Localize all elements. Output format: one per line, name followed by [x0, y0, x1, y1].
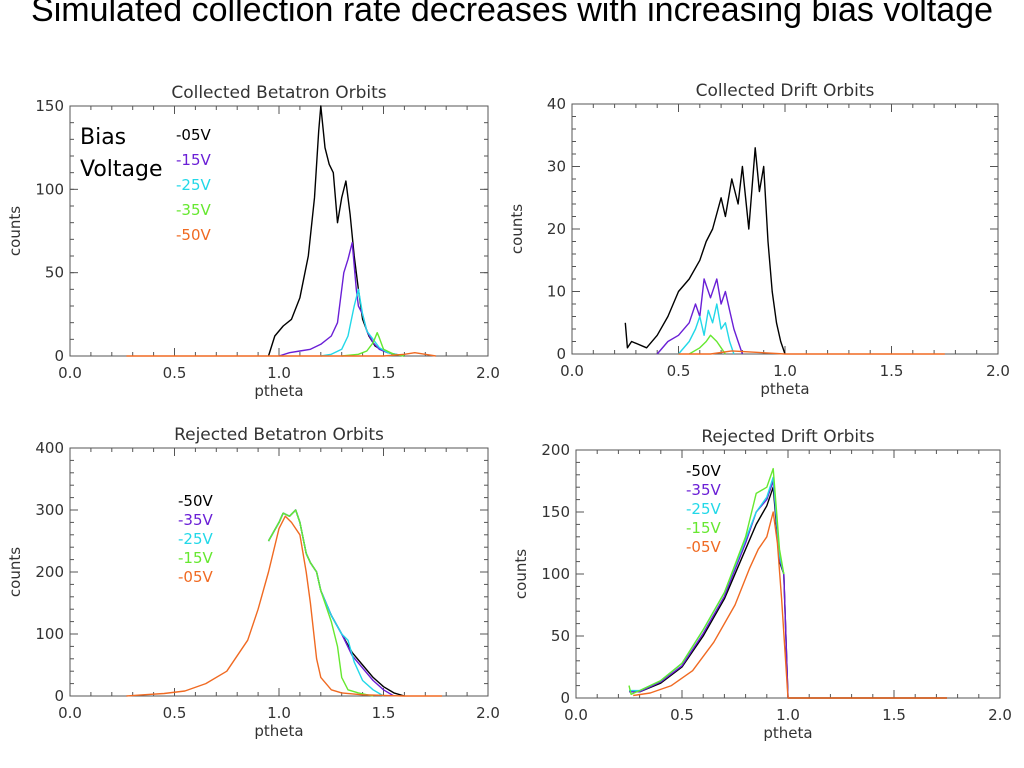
- chart-title: Rejected Drift Orbits: [701, 427, 874, 447]
- plot-frame: [571, 103, 999, 355]
- legend-entry: -50V: [176, 226, 211, 244]
- y-tick-label: 0: [54, 687, 64, 705]
- series-line-neg15V: [267, 509, 374, 697]
- x-tick-label: 2.0: [988, 706, 1012, 724]
- series-line-neg50V: [629, 486, 947, 699]
- x-tick-label: 1.0: [267, 364, 291, 382]
- y-tick-label: 0: [560, 689, 570, 707]
- plot-frame: [575, 449, 1001, 699]
- y-tick-label: 50: [551, 627, 570, 645]
- x-tick-label: 0.0: [564, 706, 588, 724]
- x-axis-label: ptheta: [760, 380, 809, 398]
- y-tick-label: 20: [547, 220, 566, 238]
- y-axis-label: counts: [508, 204, 526, 254]
- legend-entry: -25V: [176, 176, 211, 194]
- series-line-neg05V: [267, 105, 405, 357]
- legend-entry: -25V: [686, 500, 721, 518]
- chart-collected-betatron: Collected Betatron Orbits 0.0 0.5 1.0 1.5 2.0…: [6, 83, 500, 400]
- x-tick-label: 0.5: [670, 706, 694, 724]
- y-tick-label: 100: [35, 625, 64, 643]
- x-tick-label: 0.5: [667, 362, 691, 380]
- series-line-neg05V: [624, 147, 786, 355]
- y-tick-label: 400: [35, 439, 64, 457]
- plot-frame: [69, 447, 489, 697]
- legend-entry: -50V: [686, 462, 721, 480]
- chart-rejected-drift: Rejected Drift Orbits 0.0 0.5 1.0 1.5 2.0 0 50 1…: [512, 427, 1012, 742]
- x-axis-label: ptheta: [763, 724, 812, 742]
- legend-entry: -35V: [176, 201, 211, 219]
- y-tick-label: 300: [35, 501, 64, 519]
- x-axis-label: ptheta: [254, 722, 303, 740]
- legend-title: Voltage: [80, 157, 163, 182]
- series-line-neg35V: [688, 334, 726, 355]
- legend-entry: -15V: [176, 151, 211, 169]
- series-line-neg35V: [267, 509, 395, 697]
- series-line-neg15V: [278, 241, 405, 357]
- chart-title: Rejected Betatron Orbits: [174, 425, 384, 445]
- y-tick-label: 100: [35, 180, 64, 198]
- legend-entry: -25V: [178, 530, 213, 548]
- x-tick-label: 1.5: [372, 704, 396, 722]
- y-axis-label: counts: [6, 206, 24, 256]
- y-tick-label: 150: [35, 97, 64, 115]
- x-tick-label: 1.0: [267, 704, 291, 722]
- series-line-neg25V: [320, 288, 405, 357]
- y-tick-label: 50: [45, 264, 64, 282]
- legend-entry: -15V: [178, 549, 213, 567]
- series-line-neg15V: [628, 467, 785, 695]
- legend-entry: -05V: [686, 538, 721, 556]
- series-line-neg50V: [267, 509, 405, 697]
- y-tick-label: 10: [547, 283, 566, 301]
- y-tick-label: 30: [547, 158, 566, 176]
- x-tick-label: 1.5: [372, 364, 396, 382]
- x-tick-label: 2.0: [986, 362, 1010, 380]
- x-tick-label: 1.0: [773, 362, 797, 380]
- y-tick-label: 40: [547, 95, 566, 113]
- series-line-neg35V: [341, 332, 405, 357]
- x-tick-label: 2.0: [476, 704, 500, 722]
- x-tick-label: 0.0: [58, 364, 82, 382]
- x-tick-label: 0.5: [163, 704, 187, 722]
- x-tick-label: 1.0: [776, 706, 800, 724]
- chart-collected-drift: Collected Drift Orbits 0.0 0.5 1.0 1.5 2.0 0 10…: [508, 81, 1010, 398]
- series-line-neg05V: [633, 511, 947, 699]
- series-line-neg25V: [267, 509, 384, 697]
- y-axis-label: counts: [6, 547, 24, 597]
- y-tick-label: 100: [541, 565, 570, 583]
- series-line-neg15V: [656, 278, 744, 355]
- series-line-neg50V: [678, 350, 945, 355]
- x-tick-label: 1.5: [882, 706, 906, 724]
- legend-entry: -15V: [686, 519, 721, 537]
- series-line-neg35V: [629, 480, 789, 699]
- y-tick-label: 200: [35, 563, 64, 581]
- plot-frame: [69, 105, 489, 357]
- series-line-neg50V: [126, 352, 436, 357]
- x-axis-label: ptheta: [254, 382, 303, 400]
- x-tick-label: 1.5: [880, 362, 904, 380]
- chart-title: Collected Betatron Orbits: [171, 83, 386, 103]
- legend-entry: -50V: [178, 492, 213, 510]
- y-tick-label: 0: [54, 347, 64, 365]
- legend-entry: -35V: [178, 511, 213, 529]
- x-tick-label: 0.0: [560, 362, 584, 380]
- legend-entry: -05V: [178, 568, 213, 586]
- legend-entry: -35V: [686, 481, 721, 499]
- chart-title: Collected Drift Orbits: [696, 81, 875, 101]
- series-line-neg25V: [677, 303, 735, 355]
- legend-title: Bias: [80, 125, 126, 150]
- series-line-neg05V: [126, 515, 442, 697]
- y-tick-label: 150: [541, 503, 570, 521]
- slide-title: Simulated collection rate decreases with…: [31, 0, 993, 29]
- y-tick-label: 0: [556, 345, 566, 363]
- y-tick-label: 200: [541, 441, 570, 459]
- x-tick-label: 0.5: [163, 364, 187, 382]
- y-axis-label: counts: [512, 549, 530, 599]
- x-tick-label: 0.0: [58, 704, 82, 722]
- chart-rejected-betatron: Rejected Betatron Orbits 0.0 0.5 1.0 1.5 2.0 0…: [6, 425, 500, 740]
- x-tick-label: 2.0: [476, 364, 500, 382]
- legend-entry: -05V: [176, 126, 211, 144]
